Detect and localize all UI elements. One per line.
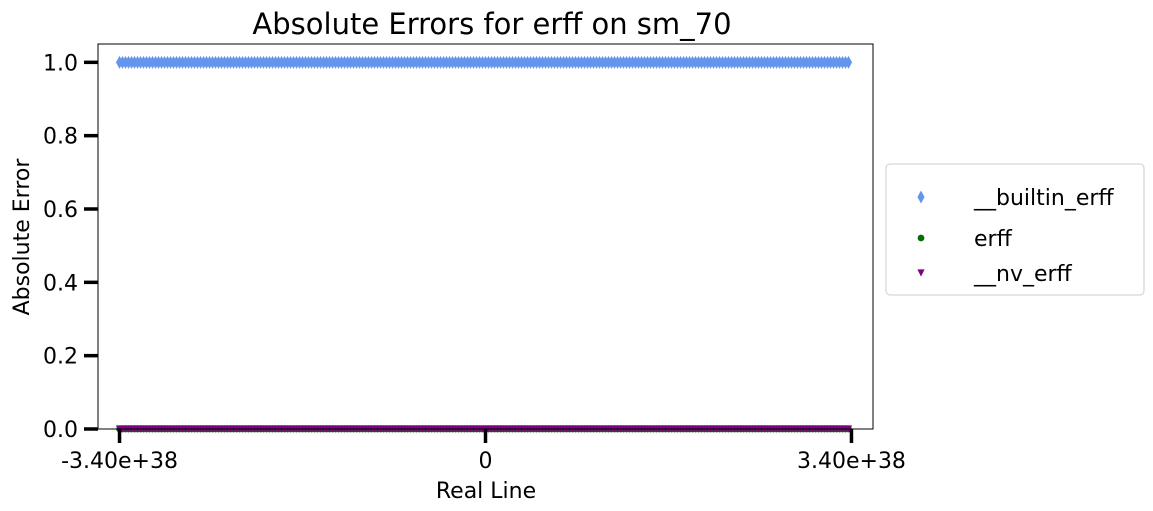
- plot-frame: [97, 43, 874, 430]
- x-axis-ticks: -3.40e+38 0 3.40e+38: [61, 429, 906, 474]
- chart-title: Absolute Errors for erff on sm_70: [252, 7, 731, 41]
- legend-label: __builtin_erff: [973, 186, 1114, 211]
- data-point: [844, 55, 853, 69]
- x-tick-label: 3.40e+38: [797, 449, 906, 474]
- legend-marker: [917, 234, 925, 242]
- y-axis-ticks: 0.0 0.2 0.4 0.6 0.8 1.0: [43, 51, 98, 443]
- legend-label: __nv_erff: [973, 262, 1073, 287]
- y-tick-label: 0.8: [43, 125, 78, 150]
- x-tick-label: -3.40e+38: [61, 449, 178, 474]
- series-builtinerff: [115, 55, 853, 69]
- y-tick-label: 0.0: [43, 418, 78, 443]
- legend-marker: [917, 269, 925, 277]
- legend-label: erff: [974, 227, 1013, 252]
- y-tick-label: 0.2: [43, 345, 78, 370]
- y-tick-label: 1.0: [43, 51, 78, 76]
- x-axis-label: Real Line: [436, 479, 536, 504]
- y-axis-label: Absolute Error: [10, 158, 35, 316]
- y-tick-label: 0.6: [43, 198, 78, 223]
- x-tick-label: 0: [479, 449, 493, 474]
- legend-box: [885, 163, 1145, 296]
- y-tick-label: 0.4: [43, 271, 78, 296]
- plot-area: [115, 55, 853, 433]
- legend-marker: [917, 190, 925, 204]
